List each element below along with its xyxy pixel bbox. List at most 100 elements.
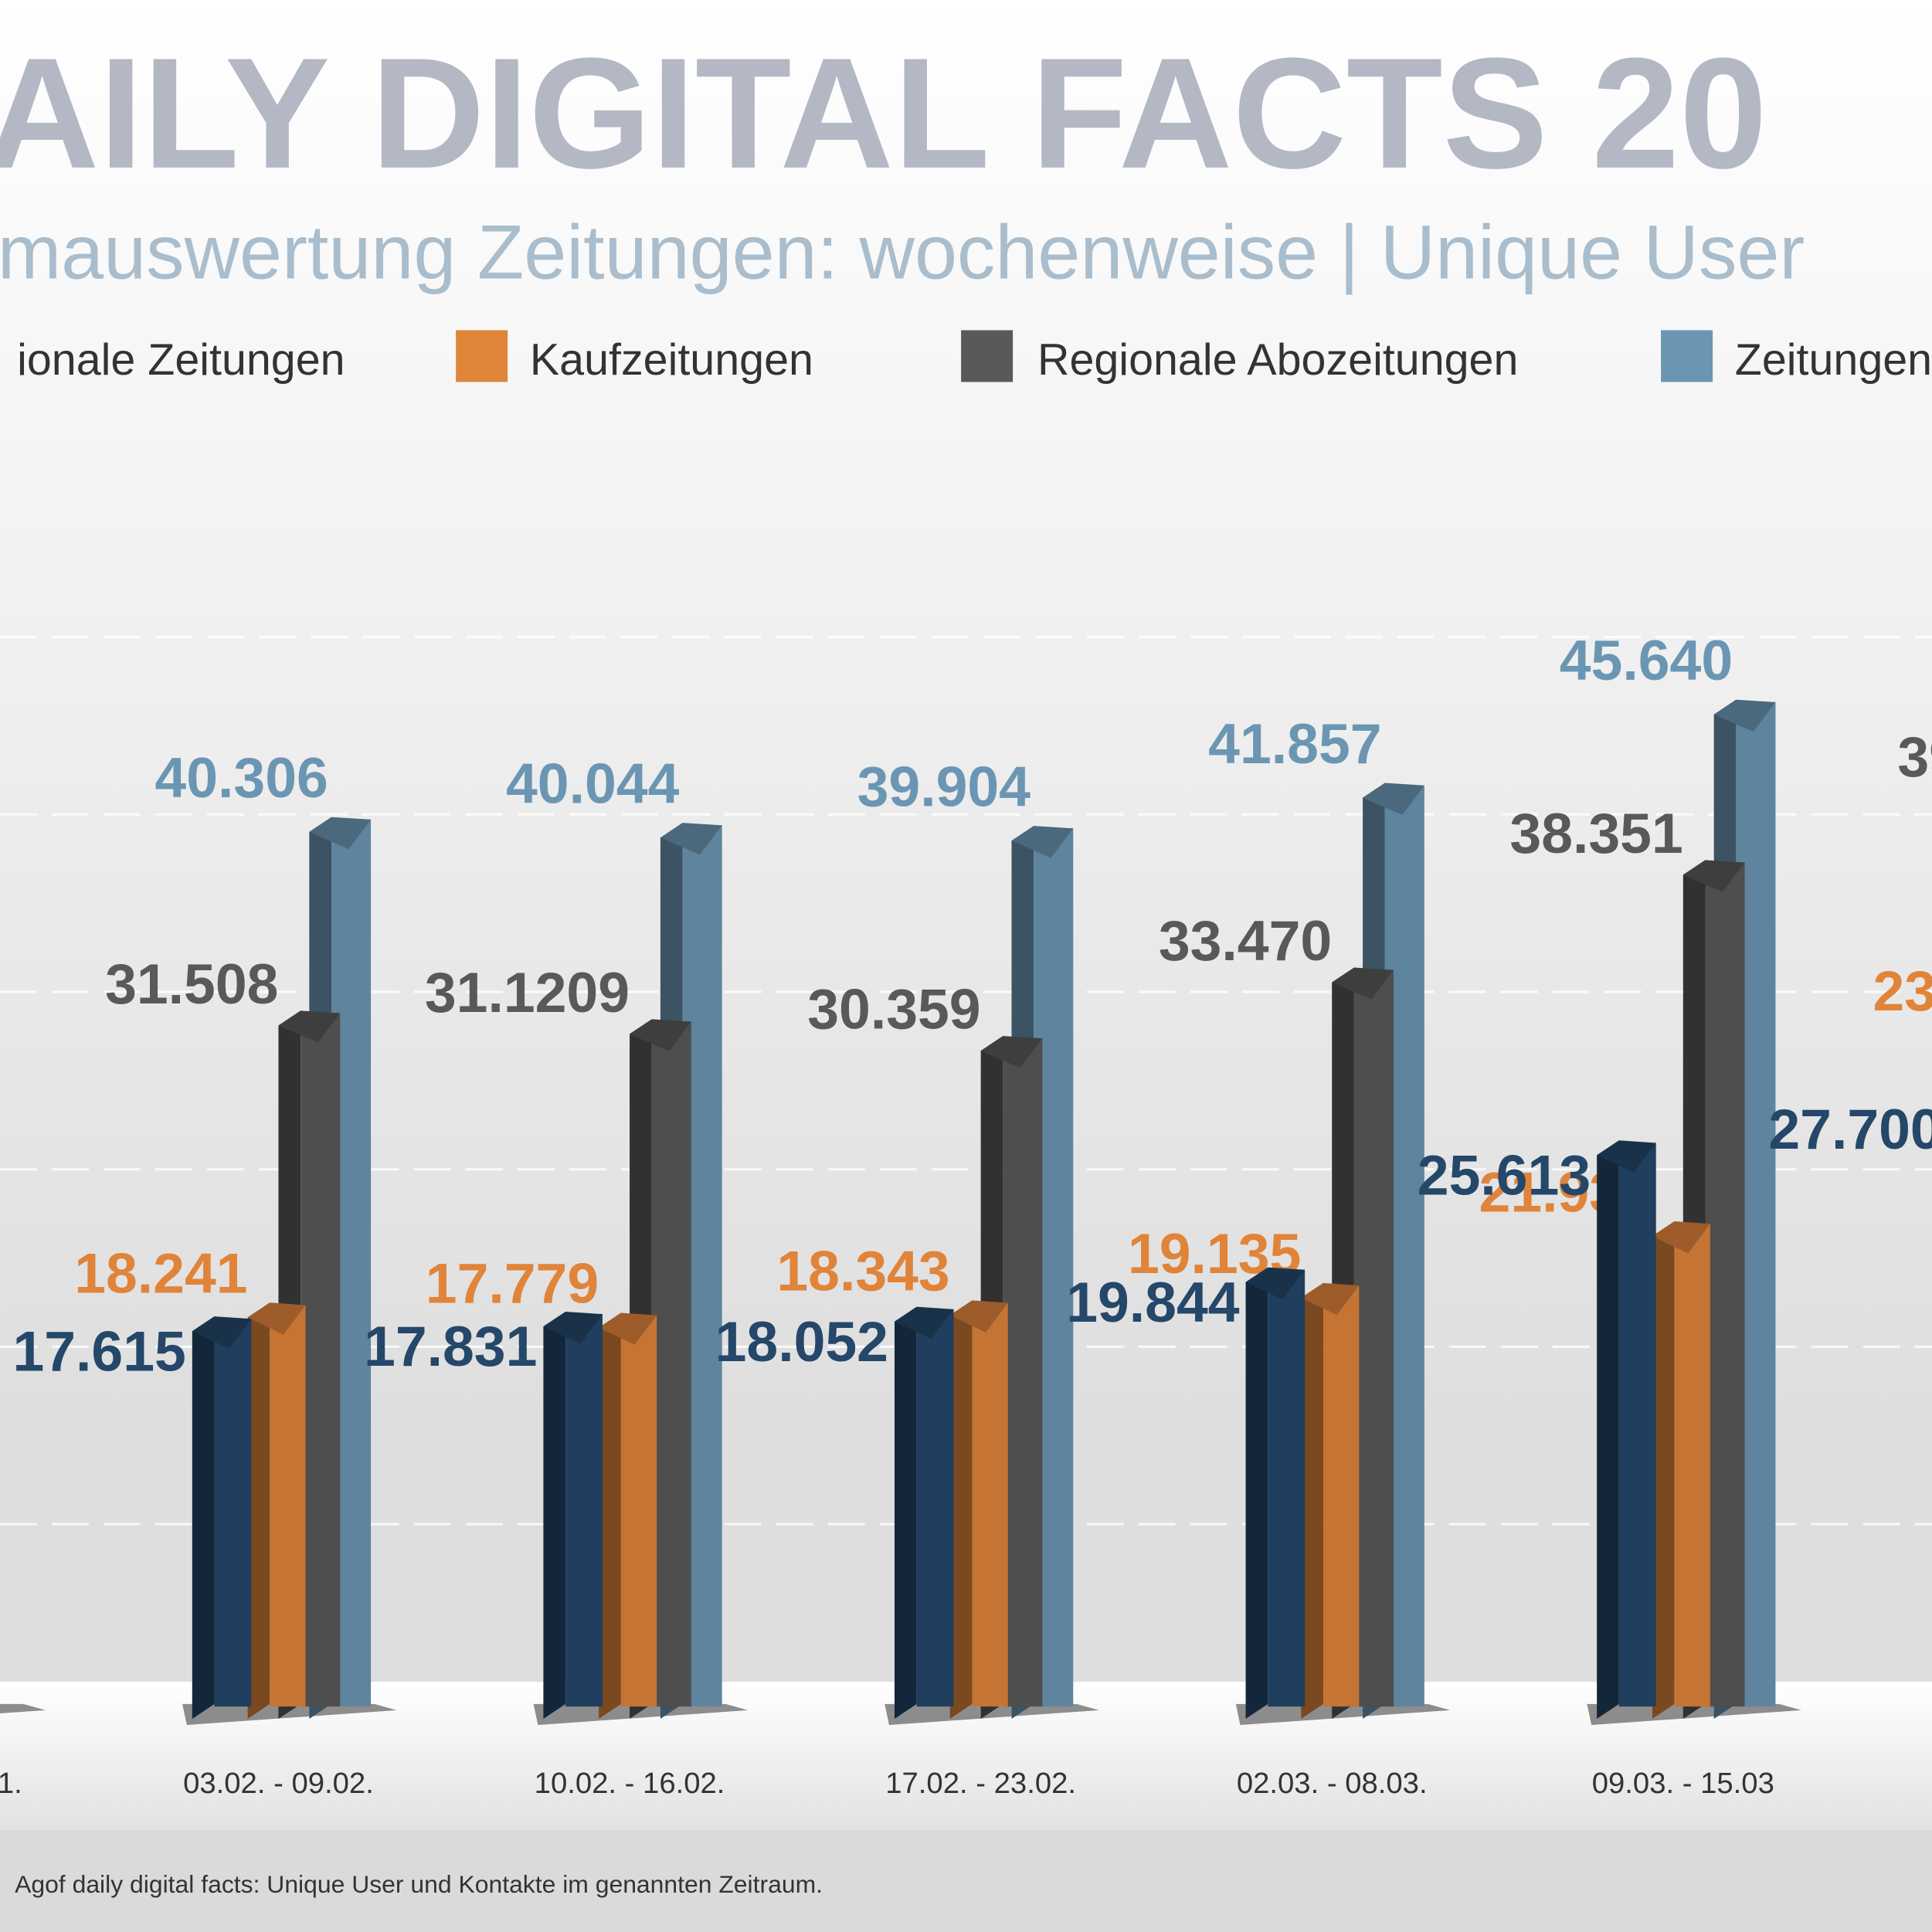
bar-side: [894, 1306, 917, 1720]
bar-top: [543, 1311, 603, 1344]
legend-swatch: [961, 330, 1014, 382]
bar-front: [270, 1305, 306, 1707]
bar-front: [300, 1013, 341, 1707]
value-label: 40.044: [506, 752, 680, 816]
bar: [1301, 1282, 1360, 1720]
chart-subtitle: mauswertung Zeitungen: wochenweise | Uni…: [0, 209, 1805, 294]
bar-top: [1597, 1140, 1656, 1173]
bar-base: [182, 1703, 397, 1726]
legend-swatch: [456, 330, 508, 382]
bar-side: [543, 1311, 566, 1720]
bar-side: [599, 1312, 621, 1720]
bar-side: [1652, 1221, 1675, 1720]
bar-side: [1597, 1140, 1619, 1720]
bar-base: [1587, 1703, 1801, 1726]
bar: [1597, 1140, 1656, 1720]
bar-top: [278, 1010, 341, 1043]
footnote: Agof daily digital facts: Unique User un…: [15, 1870, 823, 1898]
bar-top: [1713, 699, 1776, 732]
value-label: 39.904: [857, 755, 1031, 819]
x-tick-label: 03.02. - 09.02.: [183, 1767, 374, 1800]
bar-front: [1323, 1285, 1360, 1707]
bar-top: [894, 1306, 954, 1339]
x-tick-label: 10.02. - 16.02.: [535, 1767, 725, 1800]
legend: ionale Zeitungen Kaufzeitungen Regionale A…: [17, 330, 1932, 385]
bar-front: [916, 1309, 954, 1707]
x-tick-label: 1.: [0, 1767, 22, 1800]
value-label: 27.700: [1768, 1098, 1932, 1161]
bar-top: [1652, 1221, 1710, 1254]
value-label: 18.052: [715, 1310, 888, 1373]
bar-top: [309, 817, 372, 850]
bar-top: [949, 1300, 1008, 1333]
value-label: 33.470: [1159, 909, 1332, 973]
bar-top: [1245, 1267, 1306, 1300]
x-tick-label: 02.03. - 08.03.: [1237, 1767, 1428, 1800]
bar: [949, 1300, 1008, 1720]
legend-swatch: [1661, 330, 1713, 382]
value-label: 38.351: [1509, 802, 1682, 865]
bar-front: [1003, 1038, 1043, 1707]
bar-base: [1235, 1703, 1451, 1726]
bar-base: [533, 1703, 749, 1726]
bar-top: [1301, 1282, 1360, 1316]
bar-side: [1245, 1267, 1268, 1720]
bar-top: [980, 1036, 1043, 1068]
bar: [894, 1306, 954, 1720]
x-tick-label: 17.02. - 23.02.: [885, 1767, 1076, 1800]
legend-label: Kaufzeitungen: [530, 335, 813, 385]
value-label: 17.615: [12, 1319, 185, 1383]
bar-front: [214, 1319, 252, 1707]
bar-top: [630, 1019, 691, 1051]
x-tick-label: 09.03. - 15.03: [1592, 1767, 1774, 1800]
bar: [543, 1311, 603, 1720]
annotation: 23.: [1873, 959, 1932, 1023]
bar-front: [972, 1302, 1008, 1707]
bar-top: [599, 1312, 657, 1345]
chart-title: AILY DIGITAL FACTS 20: [0, 25, 1767, 202]
bar-top: [247, 1302, 306, 1335]
value-label: 19.844: [1066, 1271, 1240, 1334]
value-label: 31.508: [105, 952, 278, 1016]
bar-front: [651, 1021, 691, 1707]
value-label: 31.1209: [425, 961, 630, 1024]
bar-front: [1268, 1269, 1306, 1707]
bar-top: [1682, 860, 1745, 892]
legend-label: Regionale Abozeitungen: [1037, 335, 1518, 385]
bar-side: [1301, 1282, 1324, 1720]
footer-band: [0, 1829, 1932, 1932]
bar: [1245, 1267, 1306, 1720]
value-label: 17.779: [426, 1252, 599, 1316]
bar-front: [1353, 969, 1394, 1707]
bar: [1652, 1221, 1710, 1720]
bar-top: [1332, 967, 1394, 1000]
bar-side: [192, 1316, 215, 1720]
bar: [192, 1316, 252, 1720]
bar-side: [949, 1300, 973, 1720]
value-label: 18.241: [74, 1242, 247, 1306]
value-label: 40.306: [154, 746, 328, 810]
value-label: 18.343: [776, 1240, 949, 1303]
value-label: 17.831: [364, 1315, 537, 1378]
annotation: 39: [1897, 725, 1932, 789]
bar-top: [1363, 783, 1424, 816]
value-label: 30.359: [807, 978, 980, 1041]
value-label: 25.613: [1418, 1143, 1591, 1207]
bar-base: [885, 1703, 1099, 1726]
bar-front: [1705, 862, 1745, 1707]
legend-label: ionale Zeitungen: [17, 335, 345, 385]
bar-front: [565, 1314, 603, 1707]
bar-front: [1618, 1143, 1656, 1707]
bar: [599, 1312, 657, 1720]
legend-label: Zeitungen: [1735, 335, 1932, 385]
value-label: 45.640: [1560, 629, 1733, 692]
bar-front: [1674, 1224, 1710, 1707]
bar-top: [660, 823, 722, 855]
bar: [247, 1302, 306, 1720]
bar-base: [0, 1703, 46, 1714]
bar-top: [192, 1316, 252, 1349]
bar-side: [247, 1302, 270, 1720]
value-label: 41.857: [1208, 712, 1381, 776]
